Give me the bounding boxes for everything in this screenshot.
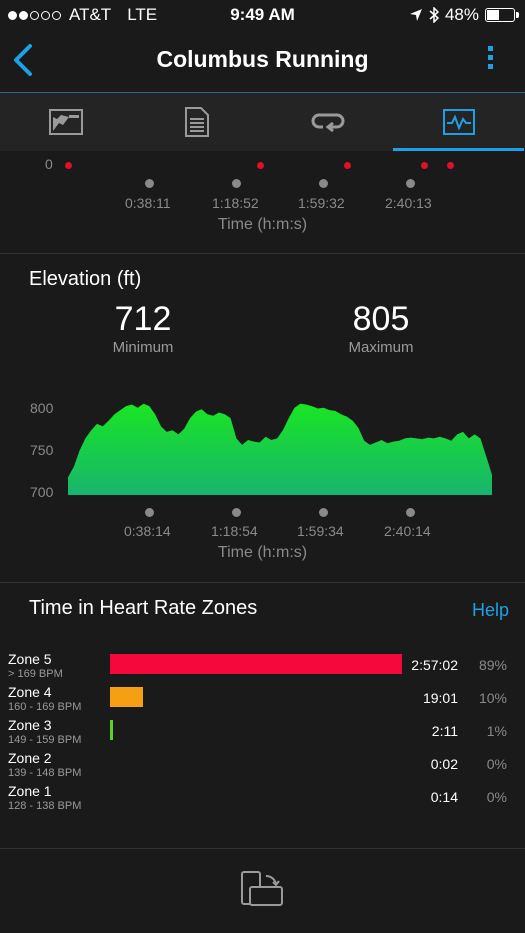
data-point [257, 162, 264, 169]
data-point [344, 162, 351, 169]
page-title: Columbus Running [156, 46, 369, 72]
zone-time: 2:11 [431, 723, 458, 739]
x-tick-label: 2:40:14 [384, 523, 431, 539]
zone-time: 2:57:02 [411, 657, 458, 673]
zone-bar [110, 687, 143, 707]
x-tick-dot [406, 179, 415, 188]
status-time: 9:49 AM [230, 5, 295, 24]
y-tick-label: 750 [30, 442, 54, 458]
zone-range: 149 - 159 BPM [8, 734, 82, 746]
network-label: LTE [127, 5, 158, 24]
tab-laps[interactable] [262, 93, 393, 151]
x-tick-label: 0:38:11 [125, 195, 171, 211]
help-link[interactable]: Help [472, 600, 510, 620]
x-tick-label: 0:38:14 [124, 523, 171, 539]
zone-range: > 169 BPM [8, 668, 63, 680]
tab-charts[interactable] [393, 93, 524, 151]
divider [0, 582, 525, 583]
charts-icon [442, 109, 475, 135]
elevation-min-value: 712 [114, 300, 172, 338]
x-axis-title: Time (h:m:s) [217, 216, 308, 233]
y-axis-label: 0 [45, 156, 53, 172]
tab-map[interactable] [0, 93, 131, 151]
x-tick-dot [319, 508, 328, 517]
zone-bar [110, 720, 113, 740]
zone-name: Zone 5 [8, 651, 52, 667]
zone-name: Zone 3 [8, 717, 52, 733]
status-left: AT&T LTE [8, 5, 157, 25]
chevron-left-icon[interactable] [8, 40, 38, 80]
more-vertical-icon[interactable] [483, 42, 497, 78]
x-tick-dot [319, 179, 328, 188]
zone-name: Zone 4 [8, 684, 52, 700]
zone-percent: 0% [486, 756, 507, 772]
carrier-label: AT&T [69, 5, 112, 24]
location-arrow-icon [409, 9, 422, 21]
document-icon [184, 107, 209, 137]
data-point [447, 162, 454, 169]
y-tick-label: 700 [30, 484, 54, 500]
map-icon [48, 109, 83, 135]
elevation-chart [68, 403, 492, 495]
zone-bar [110, 654, 402, 674]
zone-percent: 10% [478, 690, 507, 706]
laps-icon [311, 113, 344, 133]
battery-icon [485, 8, 519, 22]
elevation-min-label: Minimum [112, 339, 174, 356]
tab-bar [0, 92, 525, 151]
x-tick-dot [145, 508, 154, 517]
y-tick-label: 800 [30, 400, 54, 416]
zone-time: 19:01 [422, 690, 458, 706]
divider [0, 253, 525, 254]
x-tick-label: 2:40:13 [385, 195, 432, 211]
signal-strength-icon [8, 5, 63, 25]
x-axis-title: Time (h:m:s) [217, 544, 308, 561]
x-tick-dot [232, 179, 241, 188]
x-tick-label: 1:18:54 [211, 523, 258, 539]
battery-percent: 48% [444, 5, 479, 24]
rotate-device-icon[interactable] [238, 868, 288, 913]
x-tick-dot [232, 508, 241, 517]
elevation-title: Elevation (ft) [29, 268, 142, 290]
hr-zones-title: Time in Heart Rate Zones [29, 597, 258, 619]
status-right: 48% [409, 5, 519, 25]
x-tick-label: 1:18:52 [212, 195, 259, 211]
zone-time: 0:14 [430, 789, 458, 805]
bluetooth-icon [429, 7, 439, 23]
x-tick-dot [406, 508, 415, 517]
tab-details[interactable] [131, 93, 262, 151]
zone-percent: 1% [486, 723, 507, 739]
navigation-bar: Columbus Running [0, 30, 525, 90]
x-tick-label: 1:59:32 [298, 195, 345, 211]
zone-range: 139 - 148 BPM [8, 767, 82, 779]
divider [0, 848, 525, 849]
zone-name: Zone 1 [8, 783, 52, 799]
zone-percent: 89% [478, 657, 507, 673]
elevation-area [68, 403, 492, 495]
elevation-max-value: 805 [352, 300, 410, 338]
x-tick-dot [145, 179, 154, 188]
zone-range: 160 - 169 BPM [8, 701, 82, 713]
x-tick-label: 1:59:34 [297, 523, 344, 539]
elevation-max-label: Maximum [348, 339, 414, 356]
zone-name: Zone 2 [8, 750, 52, 766]
zone-percent: 0% [486, 789, 507, 805]
data-point [65, 162, 72, 169]
zone-time: 0:02 [430, 756, 458, 772]
zone-range: 128 - 138 BPM [8, 800, 82, 812]
data-point [421, 162, 428, 169]
status-bar: AT&T LTE 9:49 AM 48% [0, 0, 525, 30]
